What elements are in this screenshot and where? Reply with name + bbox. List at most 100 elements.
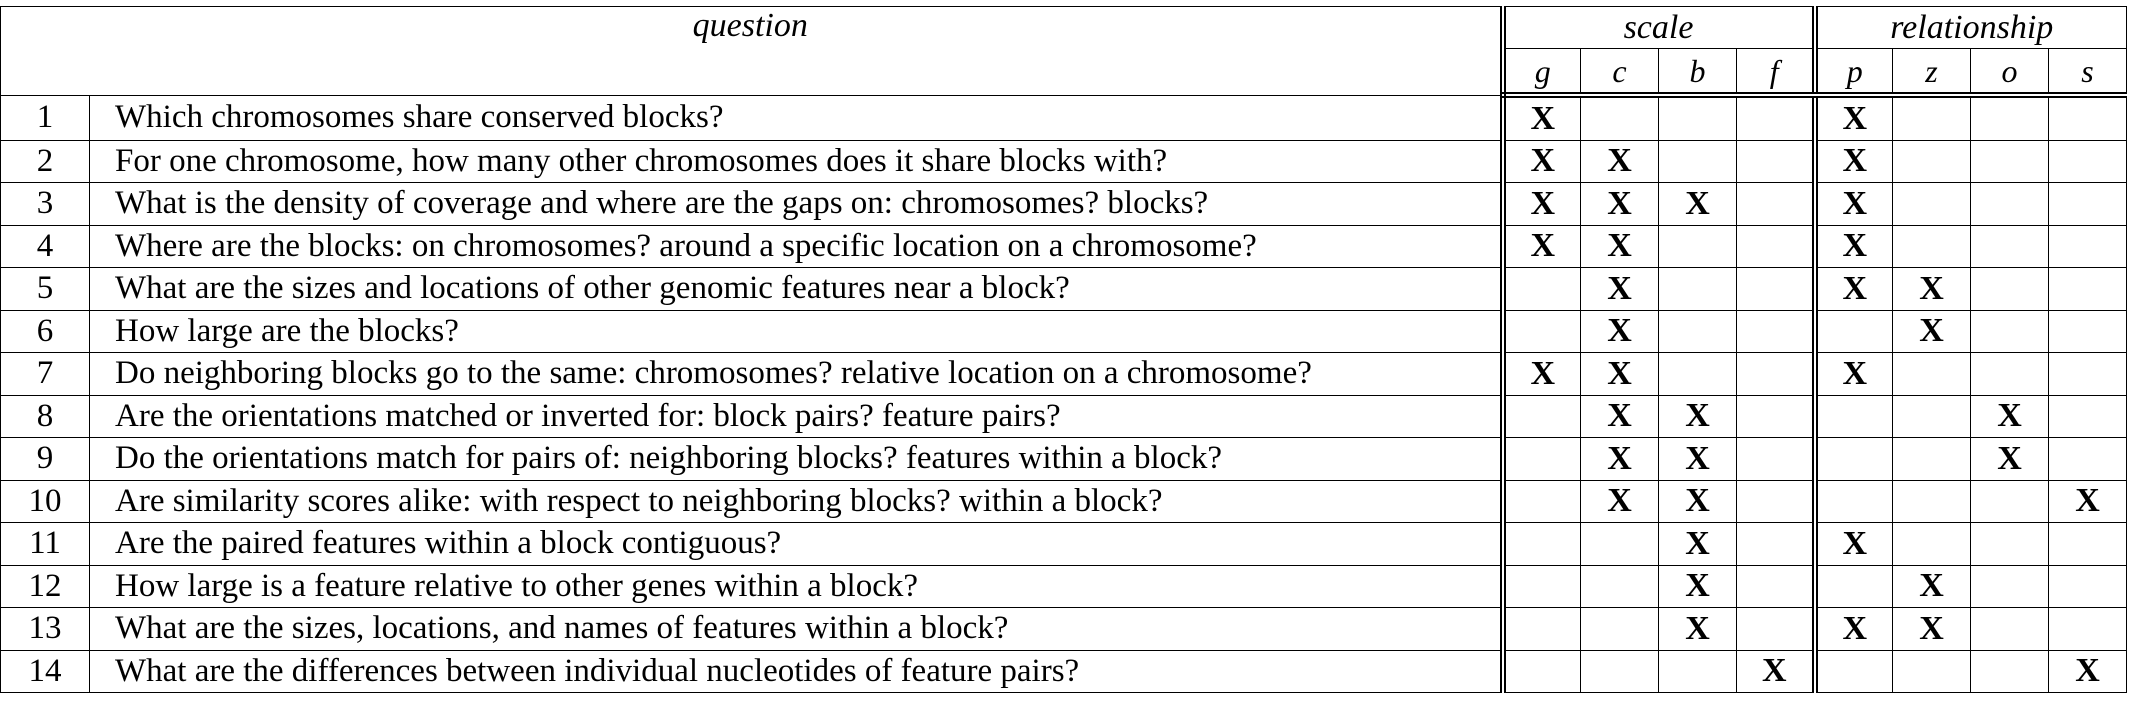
relationship-o-cell [1970,607,2049,651]
relationship-s-cell [2048,437,2127,481]
scale-b-cell: X [1658,479,1737,523]
relationship-p-cell: X [1811,522,1893,566]
scale-c-cell: X [1580,352,1659,396]
scale-g-cell [1499,522,1581,566]
row-number: 4 [0,224,90,268]
relationship-s-cell [2048,182,2127,226]
scale-f-cell [1736,94,1815,141]
question-text: What are the differences between individ… [89,649,1503,693]
scale-b-cell: X [1658,564,1737,608]
header-row-top: question scale relationship [0,6,2127,96]
scale-b-cell: X [1658,437,1737,481]
relationship-o-cell: X [1970,437,2049,481]
scale-f-cell [1736,479,1815,523]
table-row: 1 Which chromosomes share conserved block… [0,94,2127,141]
relationship-z-cell [1892,437,1971,481]
row-number: 2 [0,139,90,183]
relationship-p-cell [1811,479,1893,523]
relationship-o-cell [1970,522,2049,566]
row-number: 10 [0,479,90,523]
relationship-p-cell [1811,437,1893,481]
scale-c-cell [1580,564,1659,608]
relationship-o-cell [1970,352,2049,396]
scale-c-cell [1580,522,1659,566]
relationship-s-cell [2048,564,2127,608]
table-row: 12 How large is a feature relative to oth… [0,564,2127,608]
scale-f-cell [1736,522,1815,566]
relationship-s-cell [2048,607,2127,651]
table-row: 6 How large are the blocks? X X [0,309,2127,353]
table-header: question scale relationship g c b f p z … [0,6,2127,98]
scale-b-cell [1658,94,1737,141]
scale-g-cell: X [1499,352,1581,396]
relationship-s-cell [2048,352,2127,396]
relationship-z-cell [1892,479,1971,523]
question-text: For one chromosome, how many other chrom… [89,139,1503,183]
scale-f-cell [1736,267,1815,311]
relationship-s-cell [2048,522,2127,566]
question-text: Are the paired features within a block c… [89,522,1503,566]
relationship-p-cell: X [1811,607,1893,651]
scale-col-g: g [1499,48,1581,98]
question-header: question [0,6,1503,96]
scale-b-cell [1658,352,1737,396]
scale-f-cell [1736,309,1815,353]
relationship-s-cell [2048,94,2127,141]
scale-col-c: c [1580,48,1659,98]
table-row: 3 What is the density of coverage and whe… [0,182,2127,226]
scale-f-cell [1736,139,1815,183]
header-row-sub: g c b f p z o s [1,48,2127,98]
relationship-o-cell [1970,94,2049,141]
relationship-o-cell [1970,139,2049,183]
scale-b-cell: X [1658,394,1737,438]
table-row: 14 What are the differences between indiv… [0,649,2127,693]
relationship-z-cell [1892,182,1971,226]
row-number: 3 [0,182,90,226]
scale-b-cell [1658,649,1737,693]
scale-g-cell [1499,607,1581,651]
relationship-col-p: p [1811,48,1893,98]
relationship-p-cell: X [1811,182,1893,226]
relationship-p-cell: X [1811,139,1893,183]
relationship-z-cell [1892,139,1971,183]
table-row: 4 Where are the blocks: on chromosomes? a… [0,224,2127,268]
scale-g-cell [1499,309,1581,353]
scale-f-cell [1736,437,1815,481]
row-number: 13 [0,607,90,651]
scale-f-cell [1736,352,1815,396]
relationship-z-cell [1892,394,1971,438]
relationship-p-cell: X [1811,267,1893,311]
relationship-z-cell [1892,224,1971,268]
relationship-p-cell: X [1811,352,1893,396]
scale-b-cell [1658,139,1737,183]
table-row: 8 Are the orientations matched or inverte… [0,394,2127,438]
scale-b-cell: X [1658,182,1737,226]
row-number: 14 [0,649,90,693]
question-text: Are the orientations matched or inverted… [89,394,1503,438]
scale-b-cell: X [1658,607,1737,651]
scale-c-cell: X [1580,267,1659,311]
scale-c-cell: X [1580,479,1659,523]
scale-f-cell [1736,394,1815,438]
relationship-z-cell: X [1892,309,1971,353]
scale-b-cell [1658,224,1737,268]
scale-g-cell [1499,267,1581,311]
scale-b-cell: X [1658,522,1737,566]
row-number: 9 [0,437,90,481]
scale-f-cell: X [1736,649,1815,693]
relationship-o-cell [1970,267,2049,311]
scale-c-cell [1580,607,1659,651]
question-text: What is the density of coverage and wher… [89,182,1503,226]
relationship-s-cell: X [2048,649,2127,693]
relationship-z-cell [1892,522,1971,566]
row-number: 5 [0,267,90,311]
question-text: Which chromosomes share conserved blocks… [89,94,1503,141]
relationship-p-cell [1811,394,1893,438]
table-row: 2 For one chromosome, how many other chro… [0,139,2127,183]
relationship-s-cell [2048,224,2127,268]
table-body: 1 Which chromosomes share conserved block… [0,94,2127,693]
relationship-s-cell [2048,267,2127,311]
question-text: What are the sizes and locations of othe… [89,267,1503,311]
relationship-o-cell [1970,182,2049,226]
table-row: 9 Do the orientations match for pairs of:… [0,437,2127,481]
